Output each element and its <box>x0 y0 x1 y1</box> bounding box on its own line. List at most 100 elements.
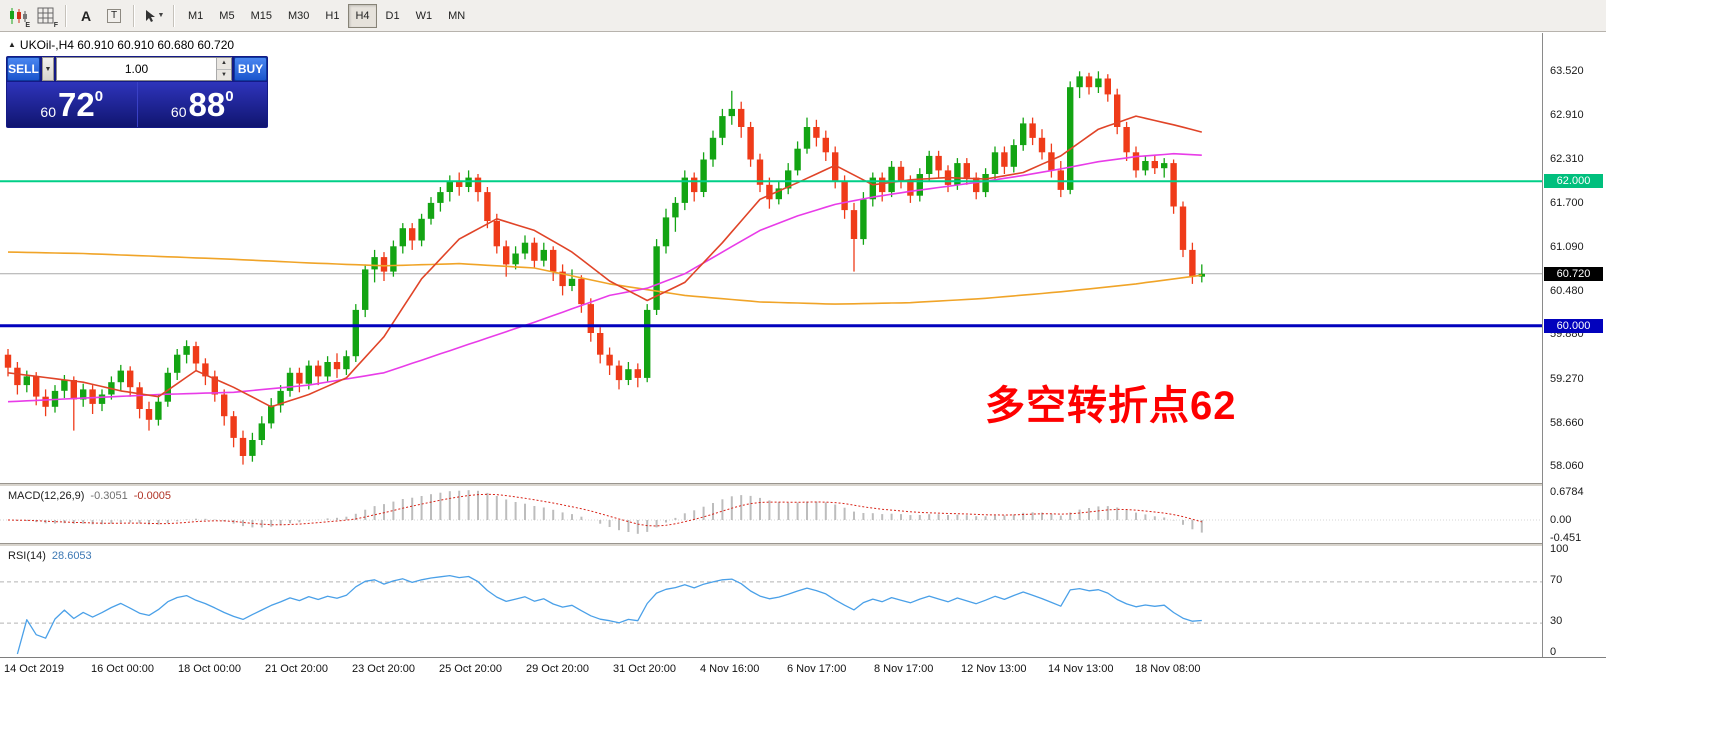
rsi-name: RSI(14) <box>8 550 46 562</box>
price-scale-label: 59.270 <box>1550 372 1584 385</box>
timeframe-H1[interactable]: H1 <box>325 9 340 22</box>
price-badge: 60.720 <box>1544 266 1603 281</box>
price-scale-label: 30 <box>1550 615 1563 628</box>
price-scale-label: 70 <box>1550 573 1563 586</box>
volume-increase-button[interactable]: ▲ <box>217 58 231 70</box>
rsi-panel[interactable]: RSI(14) 28.6053 <box>0 547 1542 657</box>
text-label-button[interactable]: T <box>101 3 127 29</box>
volume-input[interactable] <box>57 58 216 80</box>
price-scale-label: 100 <box>1550 543 1569 555</box>
macd-main-value: -0.3051 <box>90 490 128 502</box>
toolbar-separator <box>65 4 67 27</box>
chevron-down-icon: ▼ <box>44 65 52 73</box>
price-badge: 60.000 <box>1544 318 1603 333</box>
main-chart-panel[interactable]: ▲ UKOil-,H4 60.910 60.910 60.680 60.720 S… <box>0 33 1542 483</box>
timeframe-M30[interactable]: M30 <box>287 9 310 22</box>
price-scale-label: 63.520 <box>1550 65 1584 78</box>
time-axis-label: 6 Nov 17:00 <box>787 663 847 675</box>
icon-sub-label: F <box>53 21 58 29</box>
buy-price-sup: 0 <box>225 88 234 105</box>
price-scale-label: 61.090 <box>1550 241 1584 253</box>
time-axis-label: 8 Nov 17:00 <box>874 663 934 675</box>
timeframe-MN[interactable]: MN <box>448 9 466 22</box>
volume-spinner: ▲ ▼ <box>216 58 231 80</box>
chart-grid-icon-button[interactable]: F <box>33 3 59 29</box>
time-axis-label: 23 Oct 20:00 <box>352 663 415 675</box>
price-scale-label: 0.00 <box>1550 514 1572 526</box>
macd-name: MACD(12,26,9) <box>8 490 85 502</box>
price-badge: 62.000 <box>1544 174 1603 189</box>
chevron-down-icon: ▼ <box>157 12 165 19</box>
time-axis-label: 4 Nov 16:00 <box>700 663 760 675</box>
macd-signal-value: -0.0005 <box>133 490 172 502</box>
sell-price-big: 72 <box>58 86 95 123</box>
toolbar: E F A T ▼ M1 M5 M15 M30 H1 H4 D1 W1 MN <box>0 0 1606 32</box>
timeframe-H4[interactable]: H4 <box>348 3 377 28</box>
price-scale-label: 0.6784 <box>1550 486 1584 499</box>
text-annotation-button[interactable]: A <box>73 3 99 29</box>
volume-box: ▲ ▼ <box>56 57 232 81</box>
mt4-window: E F A T ▼ M1 M5 M15 M30 H1 H4 D1 W1 MN <box>0 0 1606 682</box>
grid-icon <box>37 7 54 23</box>
macd-panel[interactable]: MACD(12,26,9) -0.3051 -0.0005 <box>0 487 1542 543</box>
volume-decrease-button[interactable]: ▼ <box>217 69 231 80</box>
price-scale-label: 60.480 <box>1550 285 1584 298</box>
timeframe-group: M1 M5 M15 M30 H1 H4 D1 W1 MN <box>180 3 473 28</box>
one-click-trading-widget: SELL ▼ ▲ ▼ BUY 60 72 0 60 <box>6 56 268 128</box>
panel-splitter[interactable] <box>0 543 1606 547</box>
price-scale-label: -0.451 <box>1550 532 1582 545</box>
cursor-arrow-icon <box>145 9 155 22</box>
collapse-triangle-icon: ▲ <box>8 40 16 49</box>
buy-price-small: 60 <box>170 104 187 120</box>
time-axis-label: 29 Oct 20:00 <box>526 663 589 675</box>
icon-sub-label: E <box>25 21 30 29</box>
letter-a-label: A <box>80 7 92 24</box>
time-axis-label: 31 Oct 20:00 <box>613 663 676 675</box>
macd-label: MACD(12,26,9) -0.3051 -0.0005 <box>8 490 171 502</box>
timeframe-M5[interactable]: M5 <box>219 9 235 22</box>
buy-price-panel[interactable]: 60 88 0 <box>137 82 267 127</box>
timeframe-M15[interactable]: M15 <box>250 9 272 22</box>
candlestick-icon <box>10 7 27 24</box>
toolbar-separator <box>173 4 175 27</box>
main-chart-canvas[interactable] <box>0 33 1542 483</box>
time-axis-label: 14 Oct 2019 <box>4 663 64 675</box>
rsi-value: 28.6053 <box>51 550 92 562</box>
price-scale-label: 62.310 <box>1550 152 1584 165</box>
timeframe-M1[interactable]: M1 <box>188 9 204 22</box>
time-axis-label: 18 Oct 00:00 <box>178 663 241 675</box>
ohlc-text: UKOil-,H4 60.910 60.910 60.680 60.720 <box>19 38 235 52</box>
panel-splitter[interactable] <box>0 483 1606 487</box>
buy-button[interactable]: BUY <box>234 57 267 81</box>
chart-candles-icon-button[interactable]: E <box>5 3 31 29</box>
price-scale[interactable]: 63.520 62.910 62.310 61.700 61.090 60.480 59.8… <box>1542 33 1606 658</box>
buy-price-big: 88 <box>188 86 226 123</box>
sell-button[interactable]: SELL <box>7 57 40 81</box>
rsi-canvas[interactable] <box>0 547 1542 657</box>
timeframe-D1[interactable]: D1 <box>385 9 400 22</box>
chart-annotation-text[interactable]: 多空转折点62 <box>985 384 1237 428</box>
sell-price-small: 60 <box>40 104 56 120</box>
chart-ohlc-header: ▲ UKOil-,H4 60.910 60.910 60.680 60.720 <box>8 38 234 52</box>
volume-dropdown-button[interactable]: ▼ <box>42 57 54 81</box>
price-scale-label: 62.910 <box>1550 109 1584 122</box>
time-axis-label: 25 Oct 20:00 <box>439 663 502 675</box>
time-axis-label: 18 Nov 08:00 <box>1135 663 1201 675</box>
letter-t-label: T <box>106 8 122 23</box>
cursor-tool-button[interactable]: ▼ <box>141 3 167 29</box>
sell-price-panel[interactable]: 60 72 0 <box>7 82 138 127</box>
macd-canvas[interactable] <box>0 487 1542 543</box>
time-axis-label: 21 Oct 20:00 <box>265 663 328 675</box>
time-axis-label: 14 Nov 13:00 <box>1048 663 1114 675</box>
time-axis-label: 16 Oct 00:00 <box>91 663 154 675</box>
price-scale-label: 58.660 <box>1550 416 1584 429</box>
rsi-label: RSI(14) 28.6053 <box>8 550 92 562</box>
price-scale-label: 58.060 <box>1550 460 1584 473</box>
time-axis[interactable]: 14 Oct 2019 16 Oct 00:00 18 Oct 00:00 21 Oc… <box>0 657 1606 682</box>
time-axis-label: 12 Nov 13:00 <box>961 663 1027 675</box>
toolbar-separator <box>133 4 135 27</box>
price-scale-label: 61.700 <box>1550 196 1584 209</box>
price-scale-label: 0 <box>1550 646 1557 658</box>
timeframe-W1[interactable]: W1 <box>415 9 433 22</box>
sell-price-sup: 0 <box>94 88 104 105</box>
